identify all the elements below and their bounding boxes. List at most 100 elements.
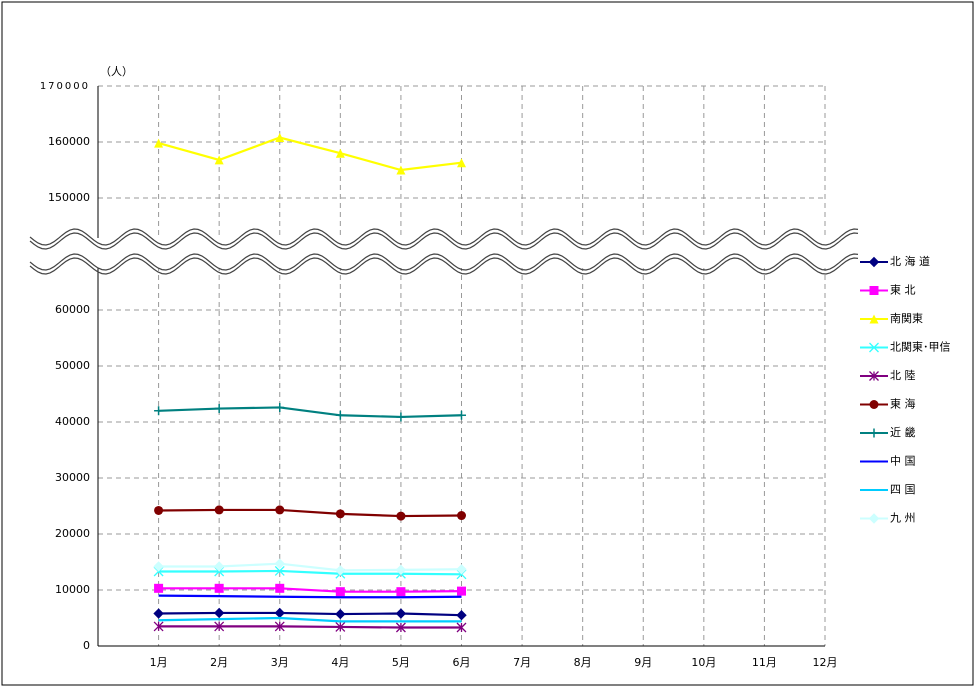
x-tick-label: 5月	[392, 656, 410, 669]
series-line	[158, 508, 462, 518]
marker	[456, 622, 467, 633]
marker	[869, 428, 879, 438]
marker	[275, 583, 285, 593]
x-tick-label: 7月	[513, 656, 531, 669]
series-line	[158, 616, 462, 623]
marker	[456, 609, 467, 621]
series-line	[158, 562, 462, 572]
marker	[335, 410, 345, 420]
marker	[335, 509, 345, 519]
marker	[335, 608, 346, 620]
marker	[869, 342, 879, 353]
x-tick-label: 12月	[813, 656, 838, 669]
axis-break-wave	[29, 232, 859, 250]
legend-label: 東 海	[890, 397, 916, 411]
marker	[396, 412, 406, 422]
y-tick-label: 20000	[55, 527, 90, 540]
series-line	[158, 136, 462, 172]
marker	[213, 607, 225, 619]
marker	[275, 133, 285, 143]
legend-label: 北 陸	[890, 369, 916, 382]
marker	[868, 513, 880, 524]
marker	[154, 505, 164, 515]
legend-label: 東 北	[890, 284, 916, 297]
x-tick-label: 4月	[331, 656, 349, 669]
marker	[153, 621, 164, 632]
marker	[274, 558, 285, 569]
marker	[396, 165, 406, 175]
legend-label: 北関東･甲信	[890, 341, 951, 354]
marker	[869, 371, 879, 381]
marker	[869, 400, 879, 409]
axis-break-wave	[29, 253, 859, 271]
marker	[395, 608, 407, 619]
marker	[869, 314, 879, 324]
x-tick-label: 2月	[210, 656, 228, 669]
y-tick-label: 0	[83, 639, 90, 652]
marker	[396, 587, 406, 597]
marker	[457, 586, 466, 596]
series-line	[158, 406, 462, 419]
series-line	[158, 611, 462, 617]
series-line	[158, 587, 462, 593]
marker	[275, 505, 285, 515]
legend-label: 近 畿	[890, 425, 916, 439]
y-tick-label: 50000	[55, 359, 90, 372]
marker	[213, 561, 225, 572]
marker	[335, 148, 345, 158]
x-tick-label: 11月	[752, 656, 777, 669]
marker	[153, 608, 164, 619]
x-tick-label: 8月	[574, 656, 592, 669]
legend-label: 九 州	[890, 512, 916, 525]
marker	[395, 622, 406, 633]
y-tick-label: 170000	[40, 81, 90, 92]
marker	[214, 155, 224, 165]
marker	[214, 583, 224, 593]
axis-break-wave	[29, 228, 859, 246]
marker	[154, 138, 164, 148]
marker	[154, 406, 164, 416]
y-tick-label: 150000	[48, 191, 90, 204]
marker	[214, 621, 225, 632]
marker	[457, 511, 466, 521]
y-tick-label: 160000	[48, 135, 90, 148]
marker	[457, 410, 466, 420]
legend-label: 北 海 道	[890, 254, 930, 268]
axis-break-wave	[29, 257, 859, 275]
marker	[335, 622, 346, 632]
axis-break-band	[28, 238, 860, 268]
y-tick-label: 30000	[55, 471, 90, 484]
x-tick-label: 9月	[634, 656, 652, 669]
marker	[154, 583, 164, 593]
y-tick-label: 60000	[55, 303, 90, 316]
marker	[456, 564, 467, 575]
marker	[153, 561, 164, 572]
marker	[275, 402, 285, 412]
x-tick-label: 3月	[271, 656, 289, 669]
series-line	[158, 625, 462, 629]
series-line	[158, 594, 462, 599]
marker	[868, 256, 880, 268]
legend-label: 南関東	[890, 312, 923, 325]
legend-label: 四 国	[890, 483, 916, 496]
marker	[214, 404, 224, 414]
y-tick-label: 40000	[55, 415, 90, 428]
y-tick-label: 10000	[55, 583, 90, 596]
legend-label: 中 国	[890, 455, 916, 468]
marker	[335, 587, 345, 597]
marker	[869, 286, 879, 295]
marker	[395, 564, 407, 576]
marker	[214, 505, 224, 515]
y-unit-label: （人）	[100, 65, 133, 78]
x-tick-label: 1月	[150, 656, 168, 669]
series-line	[158, 569, 462, 576]
x-tick-label: 10月	[691, 656, 716, 669]
marker	[396, 511, 406, 521]
marker	[274, 621, 285, 632]
marker	[457, 158, 466, 168]
x-tick-label: 6月	[453, 656, 471, 669]
marker	[274, 566, 285, 576]
marker	[335, 565, 346, 576]
